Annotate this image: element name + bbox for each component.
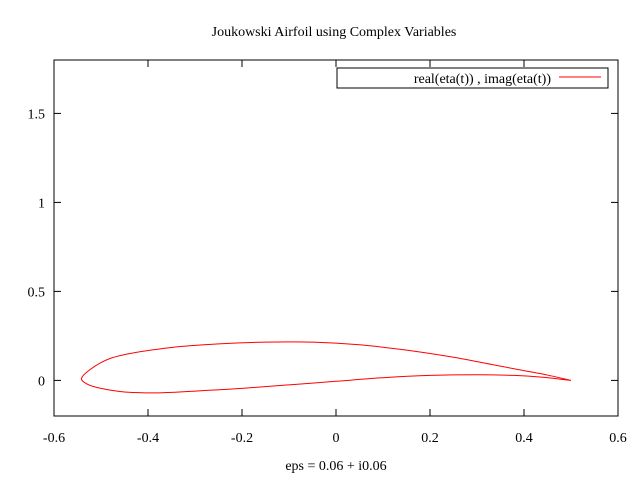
y-tick: 0.5 bbox=[28, 285, 618, 300]
x-tick-label: -0.2 bbox=[231, 431, 253, 446]
y-tick-label: 1 bbox=[38, 196, 45, 211]
x-tick: -0.4 bbox=[137, 60, 159, 446]
y-tick: 0 bbox=[38, 374, 618, 389]
x-tick-label: 0.4 bbox=[515, 431, 533, 446]
legend: real(eta(t)) , imag(eta(t)) bbox=[336, 67, 609, 89]
x-tick: 0.2 bbox=[421, 60, 439, 446]
plot-area: -0.6 -0.4 -0.2 0 0.2 0.4 0.6 0 0.5 1 1.5 bbox=[28, 59, 627, 446]
plot-frame bbox=[53, 59, 619, 417]
x-tick: -0.2 bbox=[231, 60, 253, 446]
series-layer bbox=[81, 341, 572, 394]
x-tick: 0.4 bbox=[515, 60, 533, 446]
x-tick: -0.6 bbox=[43, 60, 65, 446]
x-axis-label: eps = 0.06 + i0.06 bbox=[285, 459, 386, 474]
y-tick-label: 0.5 bbox=[28, 285, 46, 300]
y-tick: 1.5 bbox=[28, 107, 618, 122]
axis-ticks: -0.6 -0.4 -0.2 0 0.2 0.4 0.6 0 0.5 1 1.5 bbox=[28, 60, 627, 446]
x-tick-label: -0.6 bbox=[43, 431, 65, 446]
x-tick-label: 0.2 bbox=[421, 431, 439, 446]
legend-label: real(eta(t)) , imag(eta(t)) bbox=[414, 72, 552, 87]
chart-title: Joukowski Airfoil using Complex Variable… bbox=[212, 25, 457, 40]
y-tick-label: 1.5 bbox=[28, 107, 46, 122]
y-tick-label: 0 bbox=[38, 374, 45, 389]
y-tick: 1 bbox=[38, 196, 618, 211]
legend-box bbox=[336, 67, 609, 89]
x-tick-label: -0.4 bbox=[137, 431, 159, 446]
series-line bbox=[81, 341, 572, 394]
x-tick: 0 bbox=[333, 60, 340, 446]
x-tick-label: 0 bbox=[333, 431, 340, 446]
x-tick-label: 0.6 bbox=[609, 431, 627, 446]
x-tick: 0.6 bbox=[609, 60, 627, 446]
